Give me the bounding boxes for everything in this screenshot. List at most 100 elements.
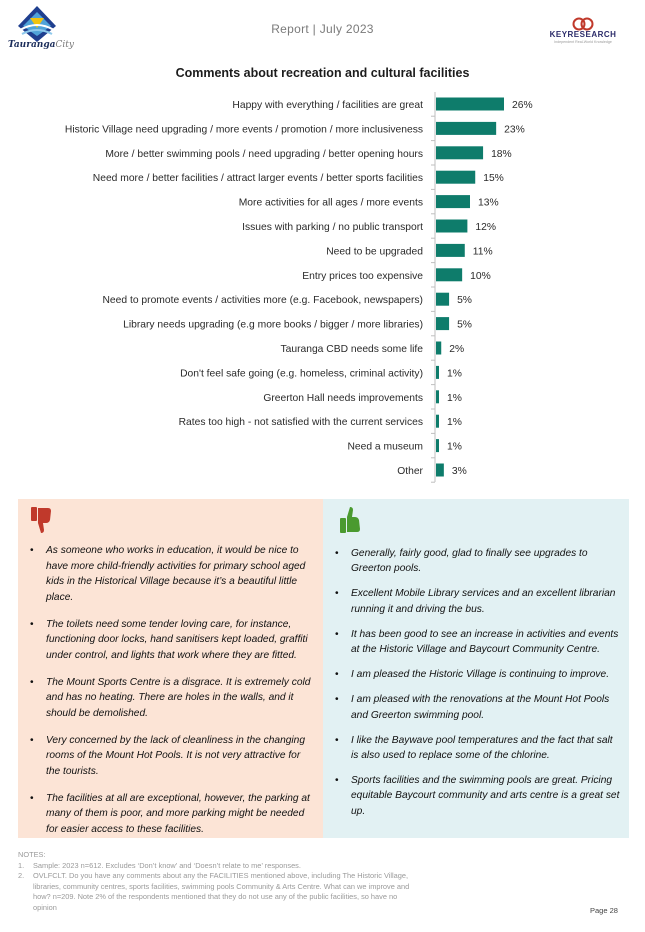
comment-item: • I like the Baywave pool temperatures an… xyxy=(335,733,621,763)
negative-comments-panel: • As someone who works in education, it w… xyxy=(18,499,323,838)
comment-item: • The Mount Sports Centre is a disgrace. … xyxy=(30,675,312,722)
comment-item: • Generally, fairly good, glad to finally… xyxy=(335,546,621,576)
comments-bar-chart: Happy with everything / facilities are g… xyxy=(65,92,533,483)
bar xyxy=(436,97,504,111)
bar xyxy=(436,439,439,453)
category-label: Need more / better facilities / attract … xyxy=(93,173,423,184)
comment-text: The Mount Sports Centre is a disgrace. I… xyxy=(46,676,311,719)
note-item: 2. OVLFCLT. Do you have any comments abo… xyxy=(18,871,418,913)
keyresearch-logo-text: KEYRESEARCH xyxy=(549,30,617,39)
report-header-title: Report | July 2023 xyxy=(271,22,374,36)
comment-text: The toilets need some tender loving care… xyxy=(46,618,308,661)
data-label: 1% xyxy=(447,368,462,379)
bar xyxy=(436,463,444,477)
chart-title: Comments about recreation and cultural f… xyxy=(175,66,470,80)
positive-comments-list: • Generally, fairly good, glad to finally… xyxy=(335,546,621,829)
bullet-icon: • xyxy=(335,669,339,681)
bullet-icon: • xyxy=(335,775,339,787)
bar xyxy=(436,390,439,404)
bullet-icon: • xyxy=(335,734,339,746)
data-label: 13% xyxy=(478,198,499,209)
bullet-icon: • xyxy=(30,618,34,630)
comment-text: Very concerned by the lack of cleanlines… xyxy=(46,734,305,777)
category-label: Happy with everything / facilities are g… xyxy=(232,100,423,111)
comment-text: Sports facilities and the swimming pools… xyxy=(351,775,620,817)
comment-text: The facilities at all are exceptional, h… xyxy=(46,792,310,835)
notes-heading: NOTES: xyxy=(18,850,46,859)
category-label: More / better swimming pools / need upgr… xyxy=(105,149,423,160)
comment-item: • I am pleased with the renovations at th… xyxy=(335,692,621,722)
bar xyxy=(436,170,476,184)
bullet-icon: • xyxy=(335,548,339,559)
comment-text: Generally, fairly good, glad to finally … xyxy=(351,548,588,575)
comment-text: Excellent Mobile Library services and an… xyxy=(351,588,616,615)
category-label: Need a museum xyxy=(347,442,423,453)
page-number: Page 28 xyxy=(590,906,618,915)
data-label: 5% xyxy=(457,295,472,306)
data-label: 23% xyxy=(504,124,525,135)
bar xyxy=(436,268,463,282)
thumbs-down-icon xyxy=(31,507,51,533)
bullet-icon: • xyxy=(335,588,339,600)
data-label: 11% xyxy=(473,246,493,257)
comment-text: I like the Baywave pool temperatures and… xyxy=(351,734,613,762)
comment-item: • Very concerned by the lack of cleanline… xyxy=(30,733,312,780)
category-label: Need to be upgraded xyxy=(326,246,423,257)
bullet-icon: • xyxy=(335,628,339,640)
bar xyxy=(436,121,497,135)
tauranga-logo-text: TaurangaCity xyxy=(8,40,74,50)
note-item: 1. Sample: 2023 n=612. Excludes ‘Don’t k… xyxy=(18,861,418,872)
data-label: 12% xyxy=(475,222,496,233)
data-label: 1% xyxy=(447,442,462,453)
category-label: Other xyxy=(397,466,423,477)
page-header: TaurangaCity Report | July 2023 KEYRESEA… xyxy=(0,0,645,60)
bullet-icon: • xyxy=(30,734,34,746)
category-label: Entry prices too expensive xyxy=(302,271,423,282)
note-number: 1. xyxy=(18,860,25,870)
category-label: Greerton Hall needs improvements xyxy=(263,393,423,404)
data-label: 2% xyxy=(449,344,464,355)
comment-item: • The facilities at all are exceptional, … xyxy=(30,791,312,838)
comment-text: I am pleased with the renovations at the… xyxy=(351,694,610,721)
comment-text: I am pleased the Historic Village is con… xyxy=(351,669,610,681)
bullet-icon: • xyxy=(30,676,34,688)
data-label: 15% xyxy=(483,173,504,184)
comment-item: • I am pleased the Historic Village is co… xyxy=(335,667,621,682)
comment-item: • The toilets need some tender loving car… xyxy=(30,617,312,664)
bar xyxy=(436,365,439,379)
bullet-icon: • xyxy=(30,792,34,804)
data-label: 1% xyxy=(447,417,462,428)
thumbs-up-icon xyxy=(340,507,360,533)
data-label: 26% xyxy=(512,100,533,111)
bar xyxy=(436,146,484,160)
category-label: Tauranga CBD needs some life xyxy=(280,344,423,355)
bar xyxy=(436,219,468,233)
comment-text: It has been good to see an increase in a… xyxy=(351,628,619,656)
bar xyxy=(436,292,450,306)
notes-section: NOTES: 1. Sample: 2023 n=612. Excludes ‘… xyxy=(18,850,418,914)
category-label: Historic Village need upgrading / more e… xyxy=(65,124,423,135)
category-label: Need to promote events / activities more… xyxy=(102,295,423,306)
comment-item: • Sports facilities and the swimming pool… xyxy=(335,773,621,819)
data-label: 10% xyxy=(470,271,491,282)
comment-item: • It has been good to see an increase in … xyxy=(335,627,621,657)
keyresearch-logo-tagline: Independent Real-World Knowledge xyxy=(554,40,612,44)
bar xyxy=(436,195,470,209)
bar xyxy=(436,341,442,355)
negative-comments-list: • As someone who works in education, it w… xyxy=(30,543,312,849)
note-text: OVLFCLT. Do you have any comments about … xyxy=(33,871,410,912)
category-label: Rates too high - not satisfied with the … xyxy=(179,417,423,428)
bar xyxy=(436,414,439,428)
bullet-icon: • xyxy=(30,545,34,556)
data-label: 5% xyxy=(457,320,472,331)
category-label: Library needs upgrading (e.g more books … xyxy=(123,320,423,331)
category-label: Don't feel safe going (e.g. homeless, cr… xyxy=(180,368,423,379)
bar xyxy=(436,317,450,331)
comment-text: As someone who works in education, it wo… xyxy=(46,545,306,603)
positive-comments-panel: • Generally, fairly good, glad to finally… xyxy=(323,499,629,838)
note-number: 2. xyxy=(18,871,25,881)
data-label: 1% xyxy=(447,393,462,404)
note-text: Sample: 2023 n=612. Excludes ‘Don’t know… xyxy=(33,860,301,870)
category-label: More activities for all ages / more even… xyxy=(239,198,423,209)
keyresearch-logo-icon xyxy=(572,17,594,31)
